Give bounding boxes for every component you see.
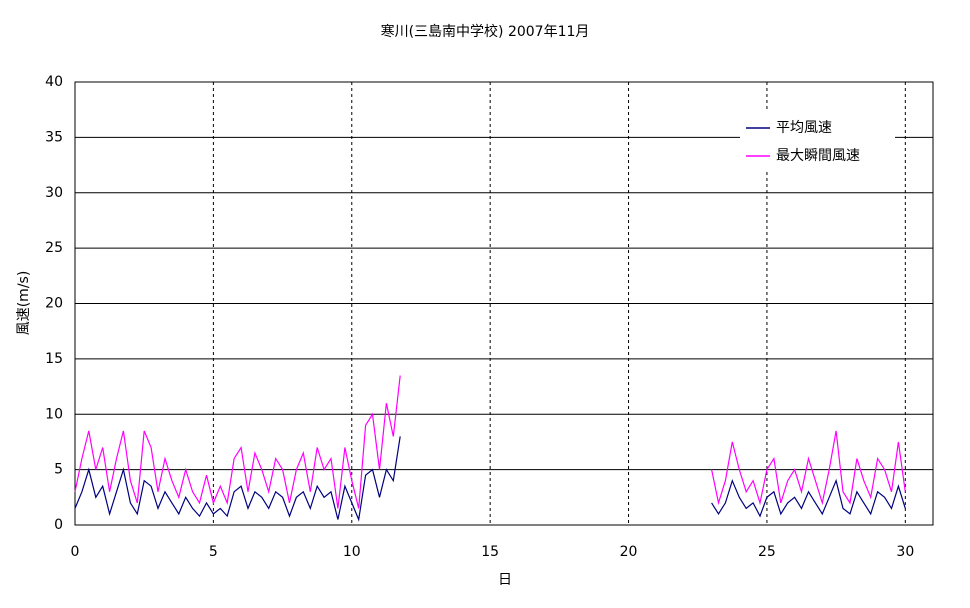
x-tick-label: 10 — [343, 544, 361, 560]
y-tick-label: 5 — [54, 462, 63, 478]
y-axis-label: 風速(m/s) — [16, 271, 32, 336]
y-tick-label: 25 — [45, 240, 63, 256]
y-tick-label: 0 — [54, 517, 63, 533]
y-tick-label: 20 — [45, 296, 63, 312]
data-line — [74, 436, 906, 522]
y-tick-label: 15 — [45, 351, 63, 367]
y-tick-label: 10 — [45, 406, 63, 422]
y-tick-label: 35 — [45, 129, 63, 145]
data-line — [74, 375, 906, 509]
chart-title: 寒川(三島南中学校) 2007年11月 — [381, 23, 590, 40]
x-tick-label: 15 — [481, 544, 499, 560]
x-tick-label: 20 — [620, 544, 638, 560]
plot-border — [74, 81, 934, 526]
legend-box — [740, 112, 895, 170]
x-axis-label: 日 — [498, 572, 512, 588]
x-tick-label: 5 — [209, 544, 218, 560]
legend-label: 平均風速 — [776, 120, 832, 136]
x-tick-label: 0 — [71, 544, 80, 560]
x-tick-label: 25 — [758, 544, 776, 560]
x-tick-label: 30 — [896, 544, 914, 560]
y-tick-label: 40 — [45, 74, 63, 90]
legend-label: 最大瞬間風速 — [776, 148, 860, 164]
y-tick-label: 30 — [45, 185, 63, 201]
